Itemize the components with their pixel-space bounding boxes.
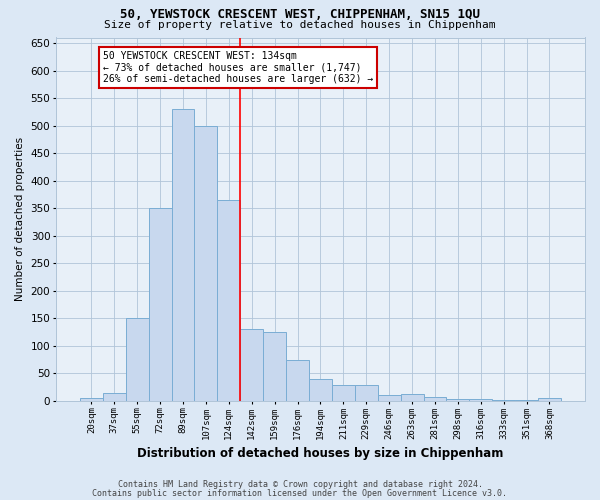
Bar (172, 109, 194, 401)
Bar (126, 318, 149, 401)
Bar (217, 200, 240, 401)
Bar (401, 394, 424, 401)
Bar (355, 386, 377, 401)
Bar (80, 398, 103, 401)
Bar (103, 392, 126, 401)
Text: 50 YEWSTOCK CRESCENT WEST: 134sqm
← 73% of detached houses are smaller (1,747)
2: 50 YEWSTOCK CRESCENT WEST: 134sqm ← 73% … (103, 52, 373, 84)
Text: Contains public sector information licensed under the Open Government Licence v3: Contains public sector information licen… (92, 488, 508, 498)
Y-axis label: Number of detached properties: Number of detached properties (15, 137, 25, 301)
Bar (377, 396, 401, 401)
Bar (240, 330, 263, 401)
Bar (492, 400, 515, 401)
Bar (286, 360, 309, 401)
Text: Size of property relative to detached houses in Chippenham: Size of property relative to detached ho… (104, 20, 496, 30)
Bar (332, 386, 355, 401)
Bar (149, 208, 172, 401)
Bar (469, 399, 492, 401)
Bar (309, 379, 332, 401)
X-axis label: Distribution of detached houses by size in Chippenham: Distribution of detached houses by size … (137, 447, 503, 460)
Text: Contains HM Land Registry data © Crown copyright and database right 2024.: Contains HM Land Registry data © Crown c… (118, 480, 482, 489)
Bar (446, 399, 469, 401)
Text: 50, YEWSTOCK CRESCENT WEST, CHIPPENHAM, SN15 1QU: 50, YEWSTOCK CRESCENT WEST, CHIPPENHAM, … (120, 8, 480, 20)
Bar (263, 332, 286, 401)
Bar (538, 398, 561, 401)
Bar (194, 126, 217, 401)
Bar (424, 397, 446, 401)
Bar (515, 400, 538, 401)
